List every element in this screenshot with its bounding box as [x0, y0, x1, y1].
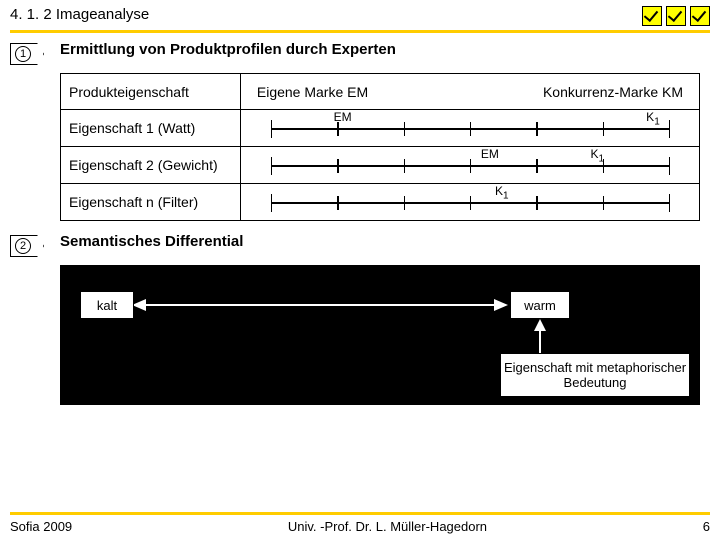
- bullet-pentagon-icon: 2: [10, 235, 44, 257]
- box-caption: Eigenschaft mit metaphorischer Bedeutung: [500, 353, 690, 397]
- section-1-title: Ermittlung von Produktprofilen durch Exp…: [60, 41, 396, 58]
- table-head-property: Produkteigenschaft: [61, 74, 241, 110]
- divider-bottom: [10, 512, 710, 515]
- head-km: Konkurrenz-Marke KM: [543, 84, 683, 100]
- row-label: Eigenschaft n (Filter): [61, 184, 241, 221]
- scale: —K1: [249, 188, 691, 216]
- semantic-differential-diagram: kalt warm Eigenschaft mit metaphorischer…: [60, 265, 700, 405]
- table-row: Eigenschaft 2 (Gewicht) EMK1: [61, 147, 700, 184]
- footer: Sofia 2009 Univ. -Prof. Dr. L. Müller-Ha…: [10, 512, 710, 534]
- check-boxes: [642, 6, 710, 26]
- table-head-scale: Eigene Marke EM Konkurrenz-Marke KM: [240, 74, 699, 110]
- table-row: Eigenschaft 1 (Watt) EMK1: [61, 110, 700, 147]
- head-em: Eigene Marke EM: [257, 84, 368, 100]
- footer-right: 6: [703, 519, 710, 534]
- divider-top: [10, 30, 710, 33]
- section-1-header: 1 Ermittlung von Produktprofilen durch E…: [0, 41, 720, 65]
- check-icon: [690, 6, 710, 26]
- page-title: 4. 1. 2 Imageanalyse: [10, 6, 149, 23]
- table-row: Eigenschaft n (Filter) —K1: [61, 184, 700, 221]
- footer-left: Sofia 2009: [10, 519, 72, 534]
- row-label: Eigenschaft 2 (Gewicht): [61, 147, 241, 184]
- box-kalt: kalt: [80, 291, 134, 319]
- bullet-number: 1: [15, 46, 31, 62]
- footer-center: Univ. -Prof. Dr. L. Müller-Hagedorn: [288, 519, 487, 534]
- section-2-header: 2 Semantisches Differential: [0, 233, 720, 257]
- section-2-title: Semantisches Differential: [60, 233, 243, 250]
- bullet-number: 2: [15, 238, 31, 254]
- scale: EMK1: [249, 114, 691, 142]
- box-warm: warm: [510, 291, 570, 319]
- check-icon: [666, 6, 686, 26]
- scale: EMK1: [249, 151, 691, 179]
- properties-table: Produkteigenschaft Eigene Marke EM Konku…: [60, 73, 700, 221]
- bullet-pentagon-icon: 1: [10, 43, 44, 65]
- check-icon: [642, 6, 662, 26]
- row-label: Eigenschaft 1 (Watt): [61, 110, 241, 147]
